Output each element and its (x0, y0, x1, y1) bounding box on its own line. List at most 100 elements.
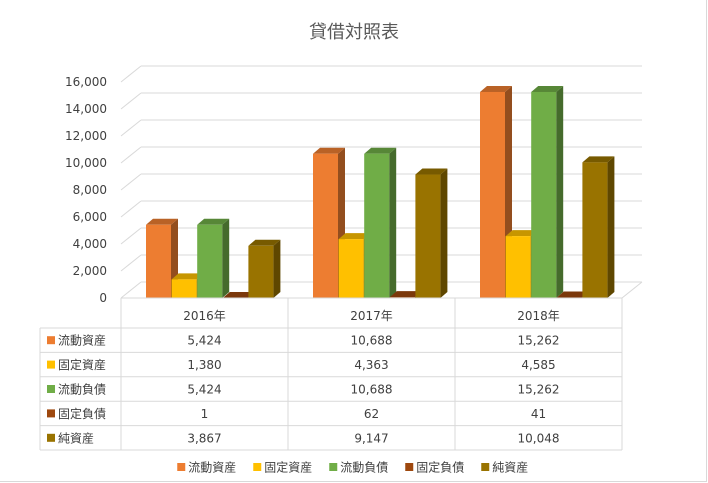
grid-diagonal (120, 281, 142, 299)
row-series-name: 固定負債 (58, 406, 106, 421)
bar (313, 147, 345, 298)
bar (582, 156, 615, 298)
bar (531, 85, 564, 298)
data-label: 1,380 (187, 358, 221, 372)
bar-side (389, 147, 397, 298)
bar-top (480, 85, 512, 92)
row-series-name: 流動資産 (58, 333, 106, 348)
data-label: 10,688 (351, 383, 393, 397)
data-label: 4,585 (521, 358, 555, 372)
chart-title: 貸借対照表 (309, 22, 399, 43)
legend: 流動資産 固定資産 流動負債 固定負債 純資産 (177, 460, 528, 475)
legend-key (329, 463, 338, 471)
y-tick-label: 0 (99, 291, 107, 305)
bar-top (171, 273, 204, 280)
bars (146, 85, 615, 298)
data-label: 10,688 (351, 334, 393, 348)
bar-front (364, 153, 390, 298)
row-legend-key (47, 336, 55, 345)
bar-top (415, 168, 448, 175)
row-series-name: 純資産 (58, 430, 94, 445)
bar-front (480, 91, 505, 298)
y-tick-label: 4,000 (73, 237, 107, 251)
bar-top (197, 218, 230, 225)
grid-diagonal (120, 254, 142, 272)
bar-top (222, 291, 255, 298)
grid-diagonal (120, 146, 142, 164)
legend-label: 固定負債 (416, 460, 464, 475)
y-axis-ticks: 0 2,000 4,000 6,000 8,000 10,000 12,000 14,000 1… (65, 75, 107, 305)
data-label: 5,424 (187, 383, 221, 397)
bar (146, 218, 178, 298)
legend-label: 純資産 (492, 460, 528, 475)
legend-label: 流動資産 (188, 460, 236, 475)
bar-side (556, 85, 564, 298)
y-tick-label: 12,000 (65, 129, 107, 143)
data-label: 4,363 (354, 358, 388, 372)
category-label: 2016年 (183, 309, 226, 323)
bar (197, 218, 230, 298)
data-label: 41 (531, 407, 546, 421)
data-label: 3,867 (187, 431, 221, 445)
legend-key (177, 463, 186, 471)
bar-top (364, 147, 397, 154)
data-label: 5,424 (187, 334, 221, 348)
grid-diagonal (120, 119, 142, 137)
data-label: 62 (364, 407, 379, 421)
data-label: 15,262 (518, 383, 560, 397)
category-label: 2018年 (517, 309, 560, 323)
bar-front (197, 224, 223, 298)
bar-front (248, 245, 274, 298)
bar-front (415, 174, 441, 298)
row-legend-key (47, 433, 55, 442)
legend-label: 固定資産 (264, 460, 312, 475)
grid-diagonal (120, 200, 142, 218)
bar-top (556, 291, 589, 298)
data-label: 1 (201, 407, 209, 421)
bar (364, 147, 397, 298)
bar (415, 168, 448, 298)
y-tick-label: 14,000 (65, 102, 107, 116)
row-legend-key (47, 409, 55, 418)
bar-front (505, 236, 531, 298)
bar-side (440, 168, 448, 298)
bar-front (338, 239, 364, 298)
legend-key (253, 463, 262, 471)
bar-top (505, 230, 538, 237)
y-tick-label: 16,000 (65, 75, 107, 89)
grid-diagonal (120, 227, 142, 245)
bar-side (607, 156, 615, 298)
category-label: 2017年 (350, 309, 393, 323)
bar-side (273, 239, 281, 298)
row-legend-key (47, 360, 55, 369)
y-tick-label: 10,000 (65, 156, 107, 170)
row-series-name: 流動負債 (58, 382, 106, 397)
bar (480, 85, 512, 298)
bar-side (222, 218, 230, 298)
bar-top (338, 233, 371, 240)
bar-top (582, 156, 615, 163)
grid-diagonal (120, 92, 142, 110)
bar-top (313, 147, 345, 154)
y-tick-label: 6,000 (73, 210, 107, 224)
floor-right-edge (621, 281, 643, 299)
bar-front (582, 162, 608, 298)
bar (248, 239, 281, 298)
y-tick-label: 2,000 (73, 264, 107, 278)
bar-front (531, 91, 557, 298)
data-label: 10,048 (518, 431, 560, 445)
legend-key (481, 463, 490, 471)
row-legend-key (47, 385, 55, 393)
bar-front (146, 224, 171, 298)
grid-diagonal (120, 65, 142, 83)
data-label: 9,147 (354, 431, 388, 445)
y-tick-label: 8,000 (73, 183, 107, 197)
legend-key (405, 463, 414, 471)
bar-front (313, 153, 338, 298)
bar-top (146, 218, 178, 225)
bar-top (248, 239, 281, 246)
row-series-name: 固定資産 (58, 357, 106, 372)
